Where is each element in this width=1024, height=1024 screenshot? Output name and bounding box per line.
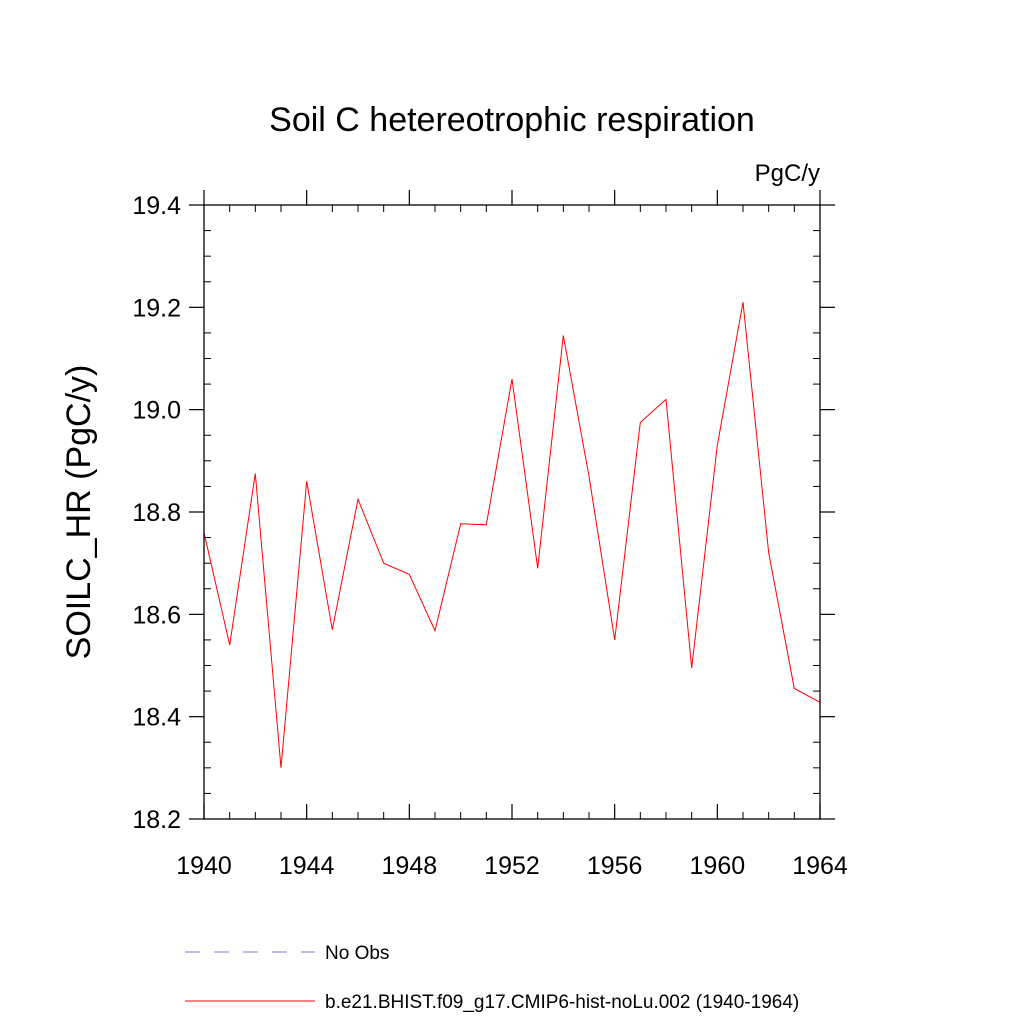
legend-label-model-run: b.e21.BHIST.f09_g17.CMIP6-hist-noLu.002 … [325,992,799,1013]
x-tick-label: 1944 [279,852,335,880]
series-line [203,302,821,768]
legend: No Obs b.e21.BHIST.f09_g17.CMIP6-hist-no… [185,943,799,1013]
chart-title: Soil C hetereotrophic respiration [269,101,755,139]
series-layer [203,302,821,768]
tick-labels: 1940 1944 1948 1952 1956 1960 1964 18.2 18.4 18.6… [132,192,848,880]
x-tick-label: 1940 [176,852,232,880]
x-tick-label: 1952 [484,852,540,880]
y-tick-label: 19.2 [132,294,181,322]
y-tick-label: 19.4 [132,192,181,220]
y-tick-label: 18.6 [132,601,181,629]
x-tick-label: 1948 [382,852,438,880]
x-tick-label: 1960 [690,852,746,880]
legend-item-no-obs: No Obs [185,943,389,964]
x-tick-label: 1964 [792,852,848,880]
units-label: PgC/y [755,160,820,187]
y-tick-label: 18.8 [132,499,181,527]
y-tick-label: 19.0 [132,397,181,425]
x-tick-label: 1956 [587,852,643,880]
axis-ticks [189,190,835,820]
legend-item-model-run: b.e21.BHIST.f09_g17.CMIP6-hist-noLu.002 … [185,992,799,1013]
plot-frame [203,204,821,820]
y-tick-label: 18.4 [132,704,181,732]
y-axis-label: SOILC_HR (PgC/y) [60,365,98,660]
legend-label-no-obs: No Obs [325,943,389,964]
y-tick-label: 18.2 [132,806,181,834]
